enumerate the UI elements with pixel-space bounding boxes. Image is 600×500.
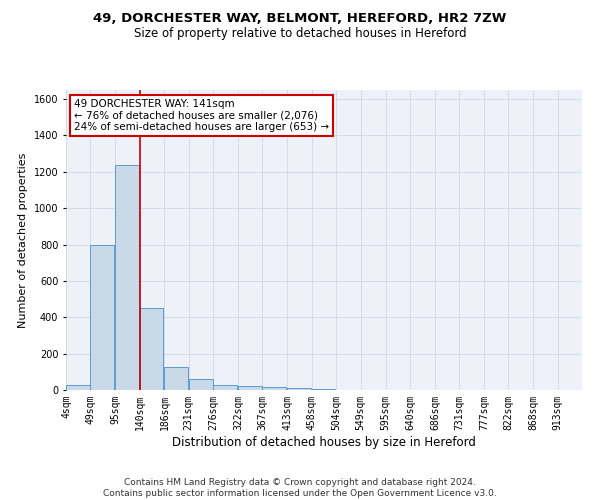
Bar [115, 164, 139, 390]
Bar [140, 308, 163, 390]
Bar [164, 368, 188, 390]
X-axis label: Distribution of detached houses by size in Hereford: Distribution of detached houses by size … [172, 436, 476, 448]
Text: 49 DORCHESTER WAY: 141sqm
← 76% of detached houses are smaller (2,076)
24% of se: 49 DORCHESTER WAY: 141sqm ← 76% of detac… [74, 99, 329, 132]
Bar [238, 386, 262, 390]
Bar [213, 384, 237, 390]
Bar [287, 388, 311, 390]
Text: Size of property relative to detached houses in Hereford: Size of property relative to detached ho… [134, 28, 466, 40]
Bar [262, 388, 286, 390]
Bar [66, 386, 90, 390]
Bar [91, 244, 114, 390]
Bar [311, 388, 335, 390]
Y-axis label: Number of detached properties: Number of detached properties [18, 152, 28, 328]
Text: 49, DORCHESTER WAY, BELMONT, HEREFORD, HR2 7ZW: 49, DORCHESTER WAY, BELMONT, HEREFORD, H… [94, 12, 506, 26]
Text: Contains HM Land Registry data © Crown copyright and database right 2024.
Contai: Contains HM Land Registry data © Crown c… [103, 478, 497, 498]
Bar [189, 379, 212, 390]
